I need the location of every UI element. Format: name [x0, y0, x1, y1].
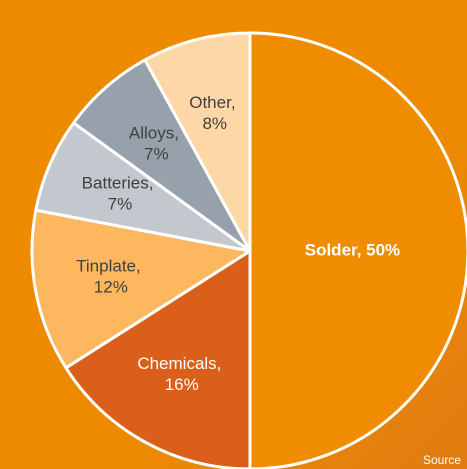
pie	[30, 31, 467, 469]
pie-slice	[64, 249, 252, 469]
label-line: Chemicals,	[137, 355, 226, 374]
data-label: Other, 8%	[189, 93, 240, 133]
data-label: Solder, 50%	[305, 240, 400, 259]
data-label: Batteries, 7%	[82, 174, 159, 214]
label-line: 12%	[94, 278, 128, 297]
source: Source	[423, 453, 461, 467]
label-line: Batteries,	[82, 174, 159, 193]
label-line: Tinplate,	[76, 257, 145, 276]
label-line: Alloys,	[129, 124, 184, 143]
label-line: 16%	[165, 376, 199, 395]
pie-slice	[143, 31, 252, 253]
labels: Solder, 50% Chemicals, 16% Tinplate, 12% Ba…	[76, 93, 400, 394]
data-label: Alloys, 7%	[129, 124, 184, 164]
data-label: Chemicals, 16%	[137, 355, 226, 395]
data-label: Tinplate, 12%	[76, 257, 145, 297]
label-line: 8%	[202, 114, 227, 133]
label-line: 7%	[144, 145, 169, 164]
pie-slice	[248, 31, 467, 469]
label-line: Other,	[189, 93, 240, 112]
label-line: 7%	[108, 195, 133, 214]
pie-slice	[30, 208, 252, 370]
